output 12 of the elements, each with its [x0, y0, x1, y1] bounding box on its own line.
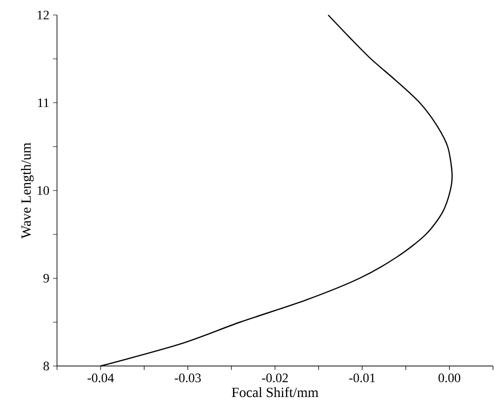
- y-tick-label: 8: [44, 362, 49, 370]
- x-axis-title: Focal Shift/mm: [232, 387, 318, 398]
- y-tick-label: 10: [38, 186, 49, 195]
- x-tick-label: -0.01: [349, 374, 375, 382]
- y-tick-label: 12: [38, 10, 49, 20]
- x-tick-label: -0.04: [88, 374, 114, 382]
- x-tick-label: 0.00: [438, 374, 460, 382]
- y-tick-label: 9: [43, 274, 49, 283]
- x-tick-label: -0.03: [174, 374, 201, 382]
- y-tick-label: 11: [38, 98, 49, 108]
- x-tick-label: -0.02: [262, 374, 288, 382]
- y-axis-title: Wave Length/um: [20, 142, 34, 239]
